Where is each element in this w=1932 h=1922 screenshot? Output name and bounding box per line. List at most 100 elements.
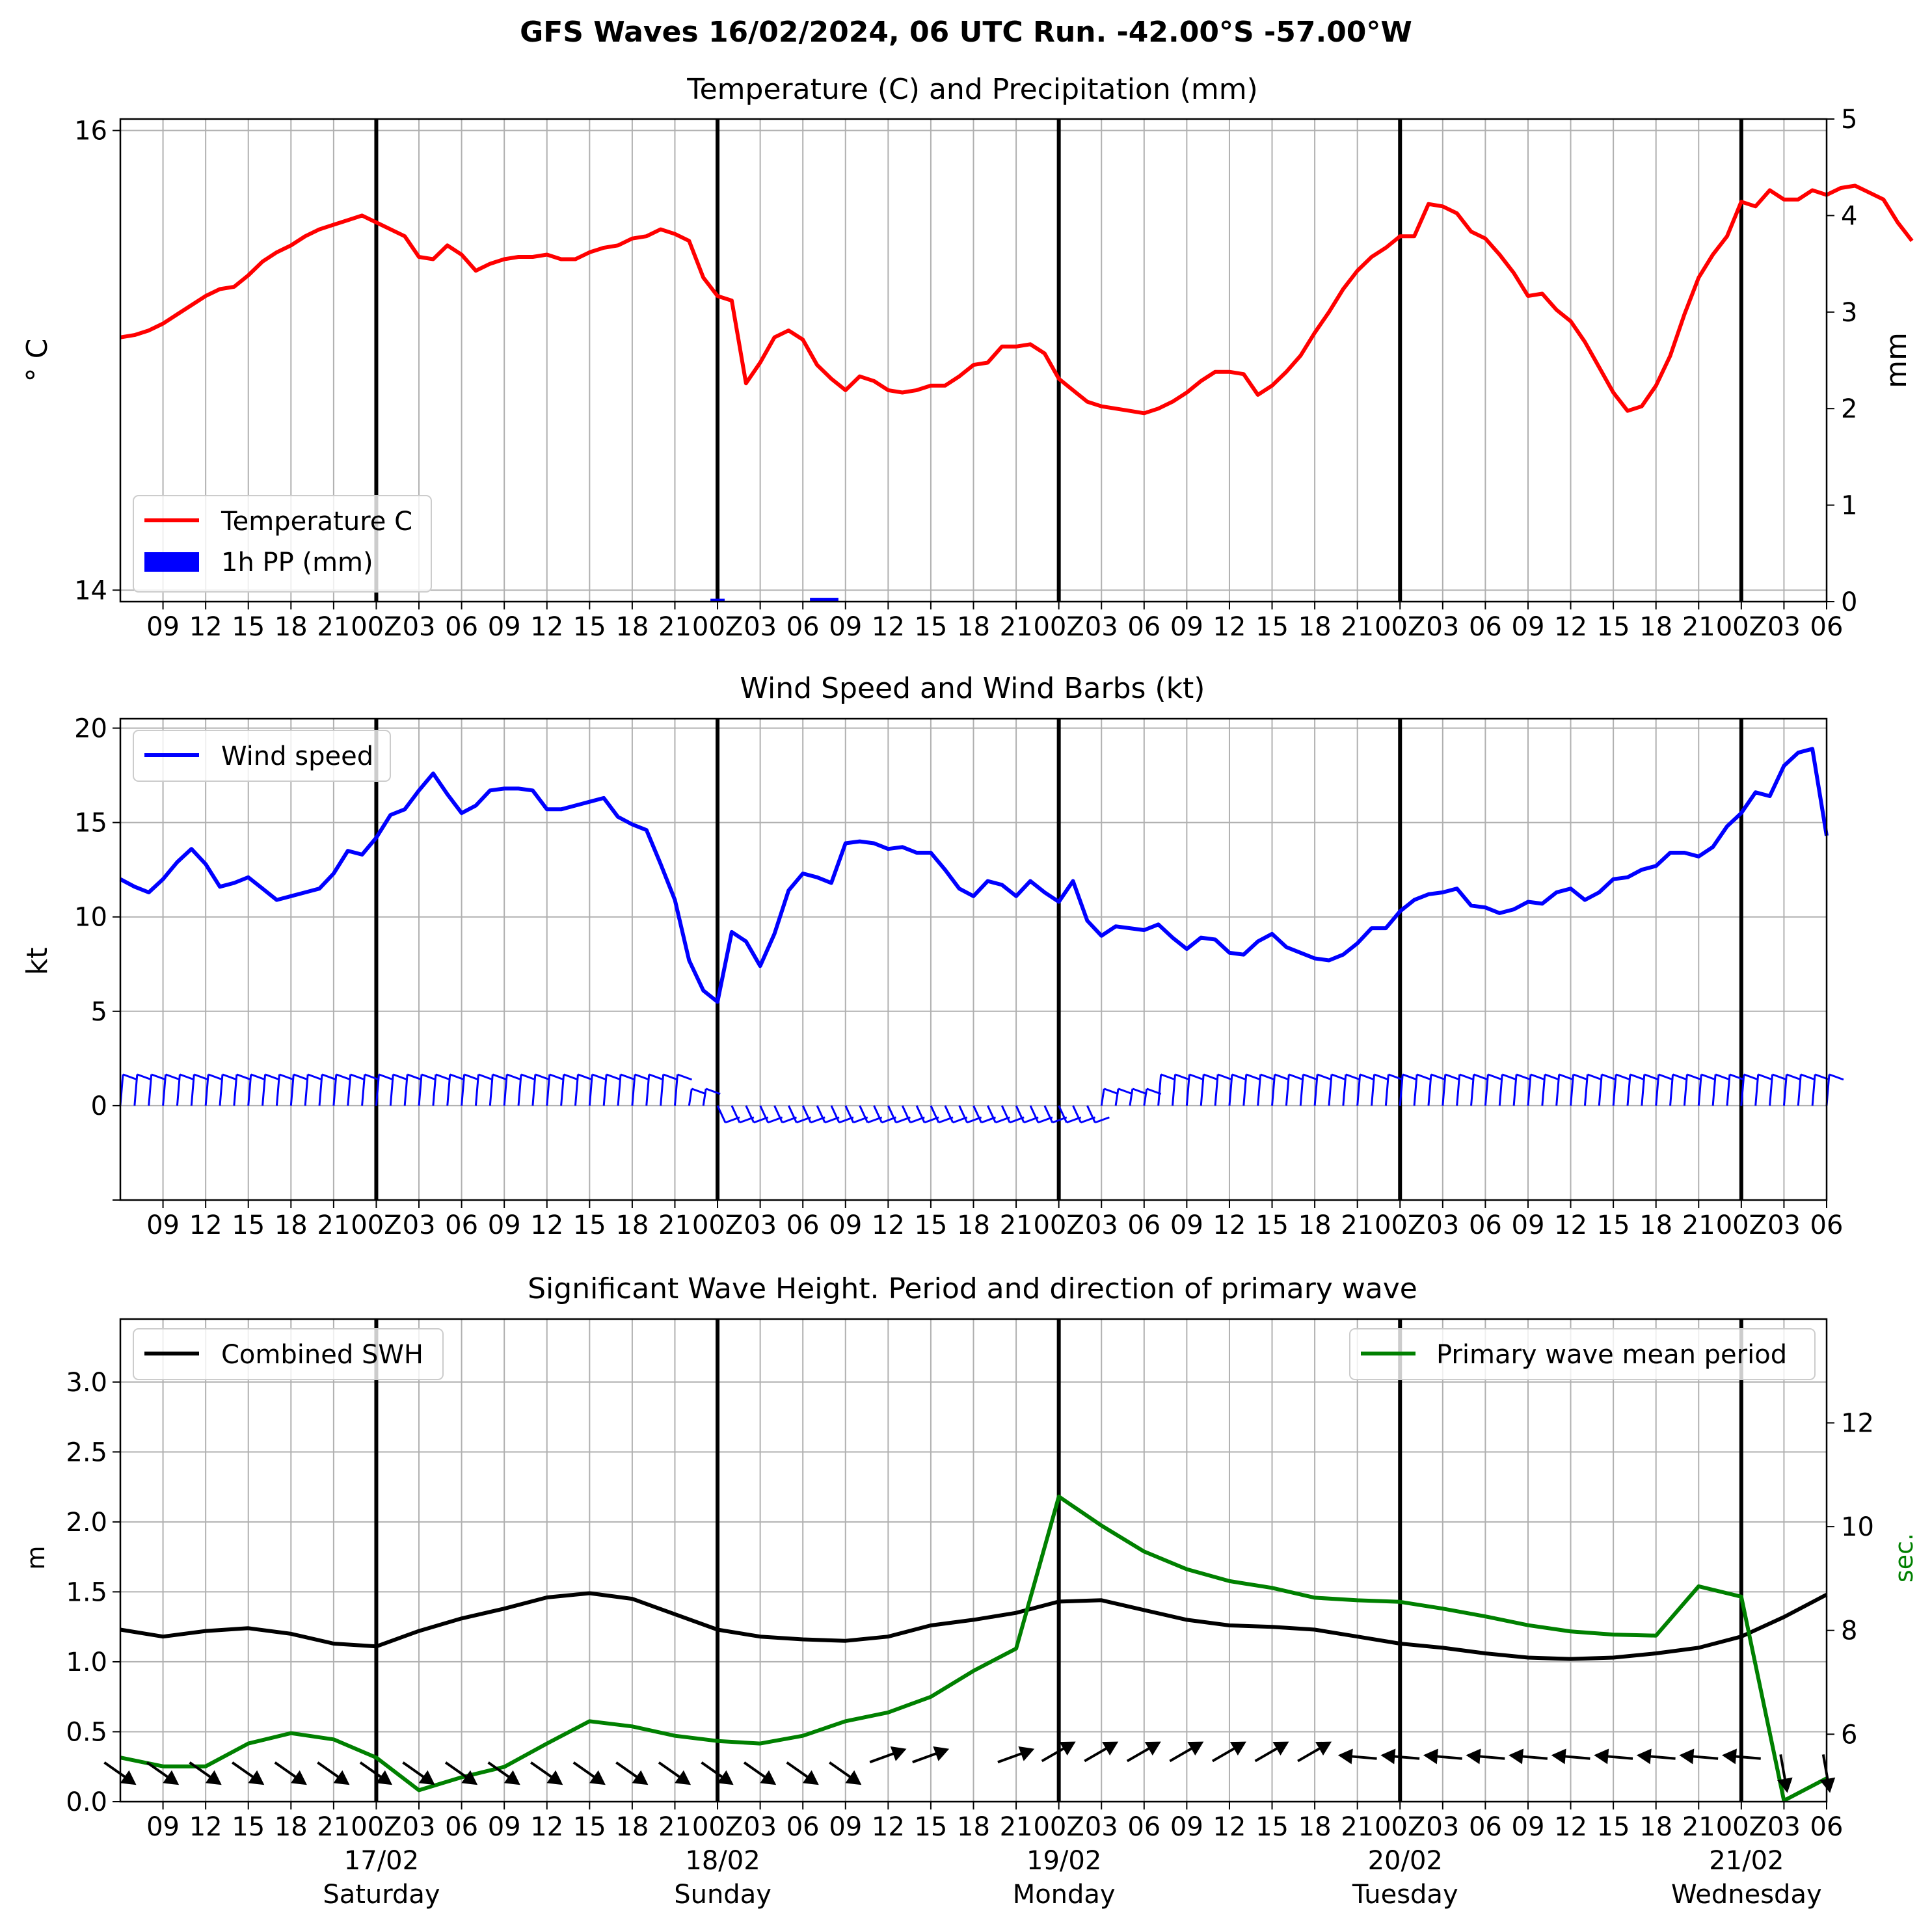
- arrow-head: [717, 1770, 734, 1785]
- arrow-shaft: [1297, 1746, 1321, 1763]
- x-tick-label: 06: [1127, 1812, 1161, 1842]
- wind-barb-flag: [1729, 1073, 1745, 1081]
- wind-barb: [176, 1074, 181, 1106]
- x-tick-label: 00Z: [1375, 1812, 1425, 1842]
- wind-barb-flag: [649, 1073, 664, 1081]
- wind-barb: [262, 1074, 267, 1106]
- wind-barb: [190, 1074, 195, 1106]
- wind-barb: [1129, 1088, 1134, 1106]
- date-label: 20/02: [1368, 1846, 1443, 1876]
- x-tick-label: 09: [829, 1812, 862, 1842]
- x-tick-label: 12: [1213, 1210, 1246, 1240]
- wind-barb-flag: [236, 1073, 252, 1081]
- wind-barb: [318, 1074, 323, 1106]
- wind-barb: [375, 1074, 380, 1106]
- panel3-legend-right: Primary wave mean period: [1349, 1328, 1816, 1380]
- arrow-head: [1777, 1777, 1793, 1793]
- arrow-head: [1466, 1748, 1481, 1765]
- wave-direction-arrow: [615, 1761, 649, 1785]
- arrow-head: [1380, 1748, 1396, 1765]
- wind-barb-flag: [549, 1073, 565, 1081]
- arrow-head: [1551, 1748, 1566, 1765]
- wind-barb: [304, 1074, 309, 1106]
- x-tick-label: 06: [786, 1210, 820, 1240]
- x-tick-label: 21: [1000, 1812, 1033, 1842]
- wind-barb: [1371, 1074, 1376, 1106]
- y-right-tick-label: 3: [1841, 298, 1857, 328]
- arrow-shaft: [1393, 1755, 1420, 1760]
- wind-barb: [1641, 1074, 1646, 1106]
- x-tick-label: 06: [445, 1812, 478, 1842]
- wind-barb: [1769, 1074, 1774, 1106]
- wind-barb-flag: [1132, 1088, 1147, 1095]
- wind-barb: [859, 1105, 868, 1123]
- precipitation-bar: [824, 598, 839, 602]
- wind-barb: [1185, 1074, 1190, 1106]
- wave-direction-arrow: [869, 1746, 907, 1764]
- arrow-shaft: [359, 1761, 382, 1779]
- y-tick-label: 0.0: [66, 1787, 107, 1817]
- x-tick-label: 00Z: [1033, 612, 1084, 642]
- wind-barb-flag: [1161, 1073, 1176, 1081]
- wind-barb: [1498, 1074, 1503, 1106]
- wind-barb-flag: [634, 1073, 650, 1081]
- wind-barb-flag: [1288, 1073, 1304, 1081]
- wind-barb: [403, 1074, 409, 1106]
- wind-barb: [660, 1074, 665, 1106]
- arrow-head: [376, 1770, 393, 1785]
- wind-barb: [531, 1074, 537, 1106]
- x-tick-label: 03: [1767, 1812, 1801, 1842]
- x-tick-label: 21: [1682, 612, 1715, 642]
- panel1-marks: [120, 183, 1914, 602]
- x-tick-label: 06: [1127, 1210, 1161, 1240]
- x-tick-label: 12: [872, 1210, 905, 1240]
- wind-barb-flag: [1587, 1073, 1602, 1081]
- wind-barb-flag: [165, 1073, 181, 1081]
- wind-barb: [617, 1074, 622, 1106]
- x-tick-label: 06: [1469, 612, 1502, 642]
- arrow-shaft: [487, 1761, 511, 1779]
- arrow-head: [1315, 1741, 1332, 1755]
- wind-barb-flag: [1416, 1073, 1432, 1081]
- wind-barb: [489, 1074, 494, 1106]
- wind-barb-flag: [506, 1073, 522, 1081]
- wind-barb: [560, 1074, 565, 1106]
- arrow-shaft: [829, 1761, 852, 1779]
- x-tick-label: 18: [615, 1210, 649, 1240]
- arrow-head: [1337, 1748, 1353, 1765]
- y-tick-label: 0.5: [66, 1717, 107, 1747]
- x-tick-label: 03: [1426, 1812, 1459, 1842]
- x-tick-label: 18: [615, 1812, 649, 1842]
- x-tick-label: 00Z: [692, 612, 743, 642]
- panel1-title: Temperature (C) and Precipitation (mm): [686, 73, 1258, 106]
- x-tick-label: 06: [445, 1210, 478, 1240]
- x-tick-label: 12: [1554, 612, 1587, 642]
- arrow-shaft: [1126, 1746, 1151, 1763]
- wind-barb: [1384, 1074, 1389, 1106]
- wind-barb-flag: [620, 1073, 636, 1081]
- wind-barb-flag: [563, 1073, 579, 1081]
- wind-barb-flag: [421, 1073, 436, 1081]
- x-tick-label: 00Z: [692, 1210, 743, 1240]
- wind-barb: [702, 1088, 707, 1106]
- legend-wind-speed: Wind speed: [221, 741, 373, 771]
- wind-barb-flag: [535, 1073, 550, 1081]
- wind-barb: [389, 1074, 394, 1106]
- wind-barb-flag: [1487, 1073, 1503, 1081]
- wind-barb: [1655, 1074, 1660, 1106]
- wind-barb-flag: [1175, 1073, 1190, 1081]
- wind-barb-flag: [663, 1073, 678, 1081]
- arrow-head: [933, 1746, 950, 1761]
- wind-barb-flag: [1374, 1073, 1389, 1081]
- x-tick-label: 18: [957, 1812, 990, 1842]
- x-tick-label: 06: [786, 1812, 820, 1842]
- arrow-shaft: [869, 1752, 895, 1764]
- x-tick-label: 15: [232, 1210, 265, 1240]
- wind-barb: [574, 1074, 579, 1106]
- x-tick-label: 06: [1810, 1812, 1844, 1842]
- wind-barb: [915, 1105, 926, 1123]
- x-tick-label: 09: [1512, 1210, 1545, 1240]
- x-tick-label: 18: [957, 1210, 990, 1240]
- precipitation-bar: [710, 598, 725, 602]
- wind-barb-flag: [1445, 1073, 1460, 1081]
